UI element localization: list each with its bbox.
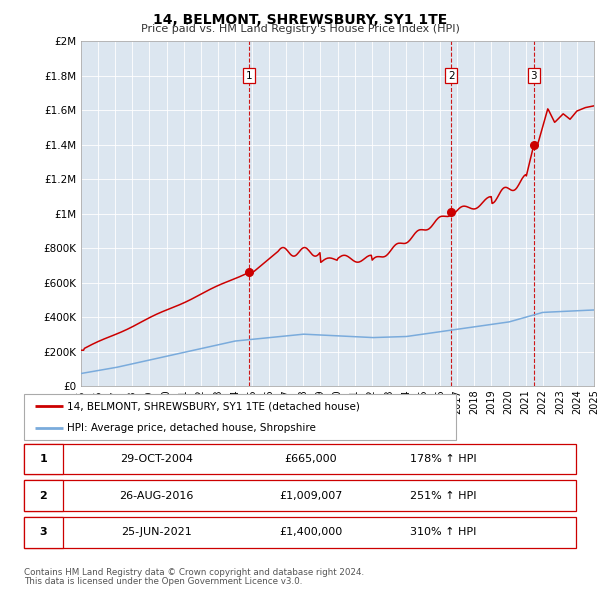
- Bar: [24, 480, 62, 511]
- Text: This data is licensed under the Open Government Licence v3.0.: This data is licensed under the Open Gov…: [24, 577, 302, 586]
- Text: £1,009,007: £1,009,007: [280, 491, 343, 500]
- Text: 2: 2: [448, 71, 455, 81]
- Text: 1: 1: [246, 71, 253, 81]
- Bar: [24, 517, 62, 548]
- Text: Contains HM Land Registry data © Crown copyright and database right 2024.: Contains HM Land Registry data © Crown c…: [24, 568, 364, 576]
- Text: 26-AUG-2016: 26-AUG-2016: [119, 491, 194, 500]
- Text: £665,000: £665,000: [285, 454, 337, 464]
- Text: £1,400,000: £1,400,000: [280, 527, 343, 537]
- Text: 14, BELMONT, SHREWSBURY, SY1 1TE (detached house): 14, BELMONT, SHREWSBURY, SY1 1TE (detach…: [67, 401, 360, 411]
- Text: HPI: Average price, detached house, Shropshire: HPI: Average price, detached house, Shro…: [67, 422, 316, 432]
- Text: 1: 1: [40, 454, 47, 464]
- Text: 251% ↑ HPI: 251% ↑ HPI: [410, 491, 477, 500]
- Text: 3: 3: [40, 527, 47, 537]
- Text: 178% ↑ HPI: 178% ↑ HPI: [410, 454, 477, 464]
- Text: Price paid vs. HM Land Registry's House Price Index (HPI): Price paid vs. HM Land Registry's House …: [140, 24, 460, 34]
- Text: 310% ↑ HPI: 310% ↑ HPI: [410, 527, 477, 537]
- Text: 29-OCT-2004: 29-OCT-2004: [120, 454, 193, 464]
- Text: 14, BELMONT, SHREWSBURY, SY1 1TE: 14, BELMONT, SHREWSBURY, SY1 1TE: [153, 13, 447, 27]
- Text: 3: 3: [530, 71, 537, 81]
- Text: 25-JUN-2021: 25-JUN-2021: [121, 527, 192, 537]
- Text: 2: 2: [40, 491, 47, 500]
- Bar: [24, 444, 62, 474]
